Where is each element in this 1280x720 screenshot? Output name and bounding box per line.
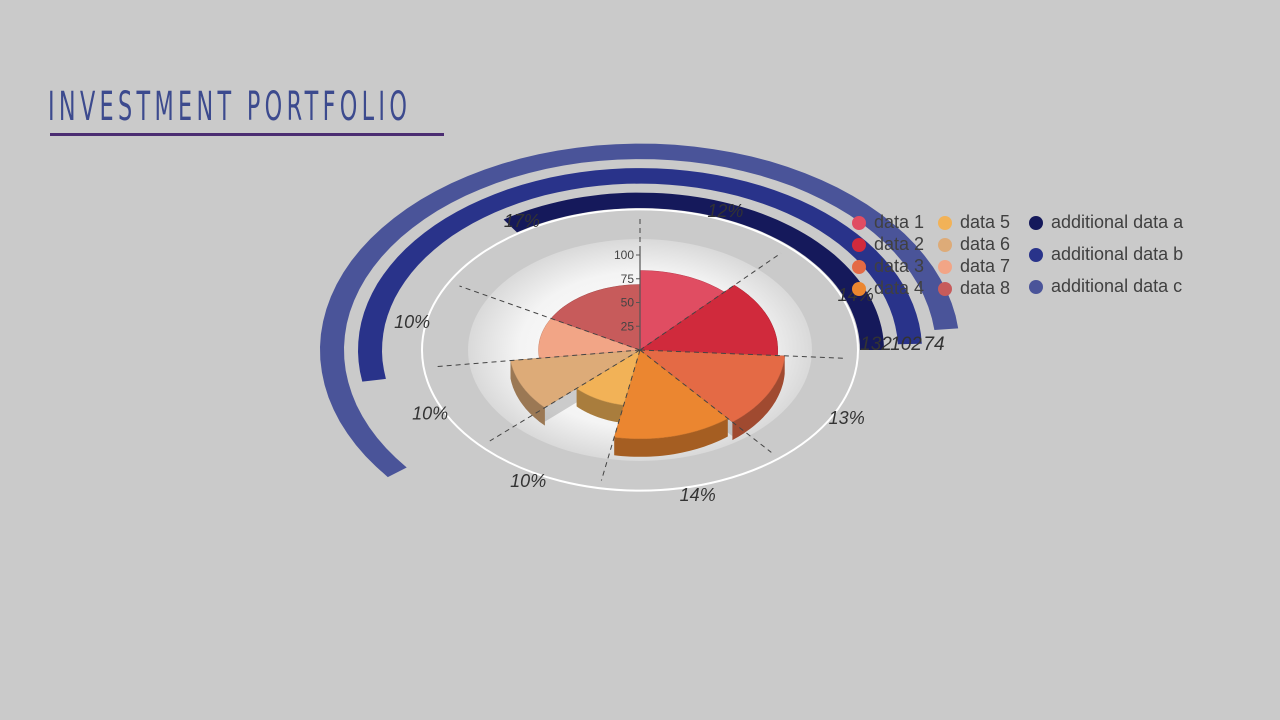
legend-label: data 8 [960, 278, 1011, 298]
divider-line-7 [435, 349, 641, 368]
divider-line-8 [459, 285, 641, 351]
slice-side-4 [614, 418, 728, 457]
legend-item-data-2: data 2 [852, 234, 924, 255]
legend-item-data-6: data 6 [938, 234, 1010, 255]
slice-side-3 [732, 355, 785, 441]
legend-label: data 6 [960, 234, 1011, 254]
slice-side-5 [576, 388, 624, 424]
divider-line-5 [600, 349, 641, 481]
additional-value-label: 102 [890, 334, 922, 355]
legend-label: additional data b [1051, 244, 1184, 264]
radial-axis-tick-label: 75 [621, 272, 635, 286]
legend-marker [1029, 247, 1043, 262]
slice-6 [510, 349, 641, 408]
slice-percent-label: 13% [829, 408, 865, 428]
divider-line-2 [639, 252, 782, 351]
slice-1 [639, 270, 725, 351]
legend-label: data 2 [874, 234, 925, 254]
legend-marker [852, 237, 866, 252]
legend-label: additional data c [1051, 276, 1183, 296]
slice-4 [613, 349, 729, 440]
divider-line-6 [489, 349, 641, 442]
divider-line-3 [639, 349, 846, 359]
slice-3 [639, 349, 785, 423]
radial-axis-tick-label: 100 [614, 248, 634, 262]
legend-marker [938, 237, 952, 252]
legend-item-data-3: data 3 [852, 256, 924, 277]
legend-marker [1029, 279, 1043, 294]
radial-axis-tick-label: 50 [621, 296, 635, 310]
additional-value-label: 74 [923, 334, 944, 355]
slice-5 [576, 349, 641, 406]
legend-label: data 7 [960, 256, 1011, 276]
slice-8 [550, 284, 641, 351]
slice-percent-label: 10% [394, 312, 430, 332]
legend-marker [938, 259, 952, 274]
legend-label: additional data a [1051, 212, 1184, 232]
legend-item-data-8: data 8 [938, 278, 1010, 299]
legend-label: data 5 [960, 212, 1011, 232]
slice-percent-label: 10% [412, 404, 448, 424]
legend-label: data 3 [874, 256, 925, 276]
legend-marker [938, 215, 952, 230]
radial-axis-tick-label: 25 [621, 319, 635, 333]
slice-percent-label: 14% [680, 485, 716, 505]
additional-value-label: 132 [860, 334, 892, 355]
slice-2 [639, 284, 778, 356]
legend-marker [1029, 215, 1043, 230]
legend-marker [938, 281, 952, 296]
legend-item-data-4: data 4 [852, 278, 924, 299]
slice-7 [538, 318, 641, 359]
chart-title: INVESTMENT PORTFOLIO [48, 84, 412, 130]
legend-label: data 4 [874, 278, 925, 298]
legend-item-data-7: data 7 [938, 256, 1010, 277]
legend-marker [852, 281, 866, 296]
legend-item-data-5: data 5 [938, 212, 1010, 233]
legend-item-data-1: data 1 [852, 212, 924, 233]
slice-percent-label: 17% [504, 211, 540, 231]
additional-arc-1 [503, 192, 884, 350]
slice-percent-label: 12% [707, 201, 743, 221]
outer-ring [421, 208, 859, 492]
legend-item-additional-1: additional data a [1029, 212, 1183, 233]
divider-line-4 [639, 349, 772, 453]
legend-item-additional-3: additional data c [1029, 276, 1182, 297]
title-underline [50, 133, 444, 136]
legend-label: data 1 [874, 212, 925, 232]
legend-marker [852, 259, 866, 274]
slice-percent-label: 10% [510, 471, 546, 491]
legend-item-additional-2: additional data b [1029, 244, 1183, 265]
legend-marker [852, 215, 866, 230]
